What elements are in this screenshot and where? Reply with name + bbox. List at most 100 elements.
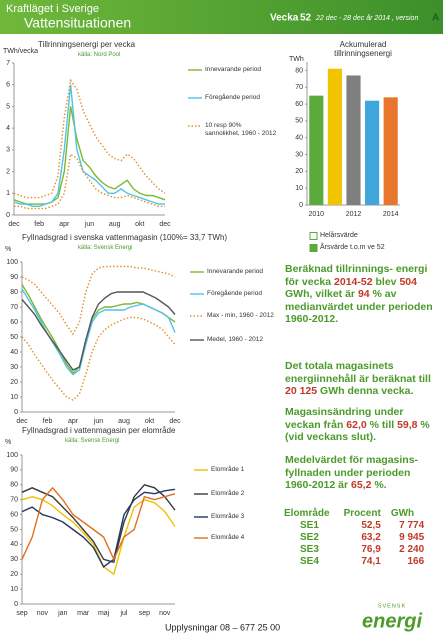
series-line [21,316,176,401]
y-tick-label: 60 [10,511,18,518]
y-tick-label: 10 [10,394,18,401]
table-cell: 52,5 [361,520,381,531]
value: 94 [357,288,370,300]
value: 504 [399,275,417,288]
x-tick-label: nov [159,610,171,617]
x-tick-label: 2014 [383,211,399,218]
x-tick-label: okt [135,221,144,228]
y-tick-label: 0 [14,409,18,416]
chart-source: källa: Svensk Energi [78,245,133,251]
x-tick-label: sep [139,610,150,617]
x-tick-label: feb [43,418,53,425]
legend-label: Elområde 1 [211,466,245,473]
y-tick-label: 20 [295,168,303,175]
y-tick-label: 70 [295,84,303,91]
legend-label: Innevarande period [205,66,262,73]
text: Det totala magasinets energiinnehåll är … [285,360,431,385]
y-tick-label: 20 [10,571,18,578]
y-tick-label: 30 [295,151,303,158]
table-row: SE1 52,5 7 774 [284,520,424,532]
header-cell: GWh [390,508,415,519]
x-tick-label: aug [109,221,121,228]
bar [383,97,398,205]
chart-title: Ackumulerad tillrinningsenergi [334,40,392,58]
y-tick-label: 100 [6,452,18,459]
y-tick-label: 80 [10,482,18,489]
bar [309,95,324,205]
table-cell: 74,1 [361,556,381,567]
table-cell: SE2 [300,532,319,543]
x-tick-label: 2012 [346,211,362,218]
y-tick-label: 40 [10,349,18,356]
y-tick-label: 0 [299,202,303,209]
summary-text: Det totala magasinets energiinnehåll är … [285,360,437,398]
y-tick-label: 70 [10,304,18,311]
x-tick-label: okt [145,418,154,425]
area-table: Elområde Procent GWh SE1 52,5 7 774 SE2 63,2 9 9… [284,508,424,568]
text: blev [372,275,400,288]
y-tick-label: 50 [295,118,303,125]
bar [346,75,361,205]
header-cell: Procent [343,508,381,519]
chart-title: Tillrinningsenergi per vecka [38,40,136,49]
y-tick-label: 0 [6,212,10,219]
header-title: Kraftläget i Sverige [6,3,99,15]
x-tick-label: 2010 [309,211,325,218]
y-tick-label: 80 [295,67,303,74]
legend-label: Elområde 4 [211,534,245,541]
legend-swatch [309,244,318,252]
y-tick-label: 50 [10,334,18,341]
y-tick-label: 30 [10,364,18,371]
text: GWh denna vecka. [317,385,414,397]
y-tick-label: 90 [10,467,18,474]
y-tick-label: 70 [10,497,18,504]
table-cell: 2 240 [399,544,425,555]
table-cell: SE3 [300,544,319,555]
series-line [21,495,176,576]
y-axis-label: % [5,246,12,253]
table-header: Elområde Procent GWh [284,508,424,520]
legend-label: Föregående period [207,290,262,297]
x-tick-label: feb [34,221,44,228]
logo-word: energi [362,610,422,632]
x-tick-label: sep [16,610,27,617]
legend-label: Föregående period [205,94,260,101]
chart-source: källa: Svensk Energi [65,438,120,444]
legend-label: Elområde 2 [211,490,245,497]
version: A [432,13,439,24]
text: Beräknad tillrinnings- energi för vecka [285,263,428,288]
y-axis-label: TWh [289,56,304,63]
x-tick-label: nov [37,610,49,617]
header-subtitle: Vattensituationen [24,15,131,31]
table-cell: 9 945 [399,532,425,543]
table-cell: SE1 [300,520,319,531]
y-tick-label: 20 [10,379,18,386]
table-row: SE2 63,2 9 945 [284,532,424,544]
legend-label: Elområde 3 [211,513,245,520]
logo-top: SVENSK [378,603,406,609]
x-tick-label: dec [159,221,171,228]
x-tick-label: dec [8,221,20,228]
legend-label: Medel, 1960 - 2012 [207,336,264,343]
series-line [21,291,176,371]
table-cell: 63,2 [361,532,381,543]
y-tick-label: 3 [6,147,10,154]
series-line [13,78,166,199]
legend-label: Innevarande period [207,268,264,275]
footer: Upplysningar 08 – 677 25 00 [165,622,280,632]
y-tick-label: 7 [6,60,10,67]
y-tick-label: 2 [6,168,10,175]
value: 62,0 [346,418,367,431]
legend-label: Årsvärde t.o.m ve 52 [320,244,385,251]
y-tick-label: 1 [6,190,10,197]
x-tick-label: jul [119,610,127,617]
y-tick-label: 30 [10,556,18,563]
x-tick-label: apr [59,221,70,228]
x-tick-label: jun [93,418,103,425]
summary-text: Medelvärdet för magasins- fyllnaden unde… [285,454,437,492]
bar [327,68,342,206]
value: 20 125 [285,385,318,397]
legend-label: Max - min, 1960 - 2012 [207,312,274,319]
chart-title: Fyllnadsgrad i vattenmagasin per elområd… [22,426,176,435]
